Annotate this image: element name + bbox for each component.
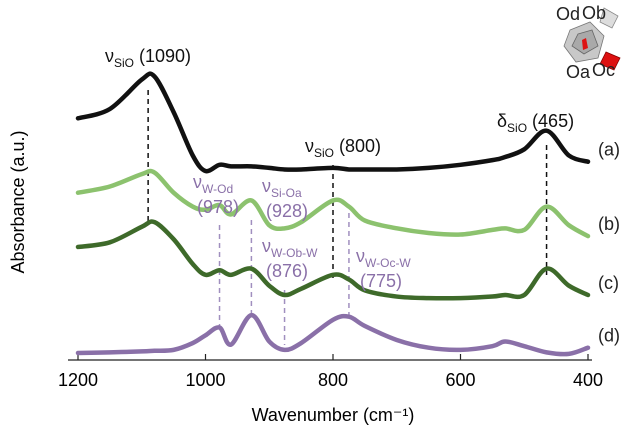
annotation-symbol: ν	[305, 136, 314, 156]
annotation: νSi-Oa(928)	[262, 176, 308, 221]
page: {"chart_data": { "type": "line", "xlabel…	[0, 0, 623, 429]
annotation: νW-Od(978)	[193, 172, 239, 217]
series-label: (d)	[598, 326, 620, 346]
annotation-symbol: ν	[193, 172, 202, 192]
annotation-subscript: SiO	[114, 56, 134, 70]
x-axis-label: Wavenumber (cm⁻¹)	[252, 405, 415, 425]
annotation: νW-Oc-W(775)	[356, 246, 411, 291]
annotation-subscript: W-Od	[202, 182, 233, 196]
inset-label: Ob	[582, 3, 606, 23]
annotation-value: (928)	[266, 201, 308, 221]
annotation-subscript: SiO	[507, 121, 527, 135]
annotation-value: (978)	[197, 197, 239, 217]
annotation-symbol: ν	[262, 176, 271, 196]
annotation-symbol: δ	[497, 111, 507, 131]
inset-label: Oa	[566, 62, 591, 82]
inset-label: Od	[556, 4, 580, 24]
annotation-value: (465)	[532, 111, 574, 131]
annotation: δSiO (465)	[497, 111, 574, 135]
annotation-subscript: SiO	[314, 146, 334, 160]
annotation-value: (1090)	[139, 46, 191, 66]
annotation: νSiO (800)	[305, 136, 381, 160]
spectrum-line	[78, 315, 588, 354]
x-tick-label: 1000	[185, 370, 225, 390]
annotation-value: (800)	[339, 136, 381, 156]
x-tick-label: 1200	[58, 370, 98, 390]
x-tick-label: 800	[318, 370, 348, 390]
y-axis-label: Absorbance (a.u.)	[8, 130, 28, 273]
annotation-symbol: ν	[105, 46, 114, 66]
annotation-symbol: ν	[262, 236, 271, 256]
chart: 1200 1000 800 600 400 Wavenumber (cm⁻¹) Absorb…	[0, 0, 623, 429]
series-label: (a)	[598, 140, 620, 160]
annotation-value: (775)	[360, 271, 402, 291]
x-tick-label: 400	[573, 370, 603, 390]
x-tick-label: 600	[445, 370, 475, 390]
series-label: (c)	[598, 273, 619, 293]
inset-label: Oc	[592, 60, 615, 80]
annotation-subscript: W-Oc-W	[365, 256, 411, 270]
annotation-subscript: Si-Oa	[271, 186, 302, 200]
annotation: νW-Ob-W(876)	[262, 236, 318, 281]
annotation-symbol: ν	[356, 246, 365, 266]
annotation-subscript: W-Ob-W	[271, 246, 318, 260]
series-label: (b)	[598, 214, 620, 234]
annotation: νSiO (1090)	[105, 46, 191, 70]
annotation-value: (876)	[266, 261, 308, 281]
